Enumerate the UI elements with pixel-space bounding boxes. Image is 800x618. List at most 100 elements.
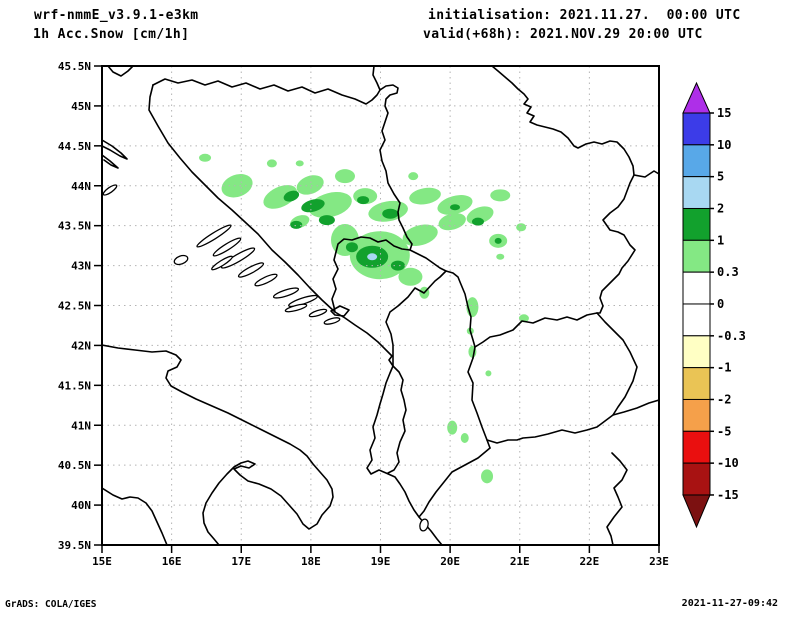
y-tick-label: 39.5N — [58, 539, 91, 552]
colorbar-segment — [682, 367, 711, 400]
colorbar-segment — [682, 462, 711, 496]
snow-patch — [334, 169, 355, 184]
snow-patch — [221, 174, 253, 198]
snow-patch — [382, 208, 399, 219]
model-title: wrf-nmmE_v3.9.1-e3km — [34, 8, 199, 23]
snow-patch — [494, 237, 502, 244]
border-sava-north — [152, 66, 381, 105]
coastline-kvarner — [107, 66, 134, 77]
border-montenegro-kosovo — [385, 270, 447, 367]
snow-patch — [449, 204, 460, 211]
border-macedonia-greece — [486, 399, 659, 444]
island-pag — [102, 139, 128, 160]
x-tick-label: 19E — [371, 555, 391, 568]
border-albania-macedonia — [467, 357, 491, 449]
colorbar-segment — [682, 430, 711, 464]
colorbar-label: 10 — [717, 138, 731, 152]
border-bosnia-south — [331, 236, 411, 313]
snow-patch — [290, 220, 303, 229]
snow-patch — [402, 224, 438, 246]
colorbar-label: 1 — [717, 233, 724, 247]
y-tick-label: 43N — [71, 260, 91, 273]
snow-patch — [367, 253, 378, 261]
grads-credit: GrADS: COLA/IGES — [5, 599, 97, 610]
peninsula-peljesac — [330, 305, 350, 317]
valid-time-label: valid(+68h): 2021.NOV.29 20:00 UTC — [423, 27, 703, 42]
y-tick-label: 41N — [71, 419, 91, 432]
coastline-aegean — [606, 452, 628, 545]
y-tick-label: 40.5N — [58, 459, 91, 472]
creation-timestamp: 2021-11-27-09:42 — [681, 598, 778, 609]
snow-patch — [263, 185, 298, 209]
border-drina-kosovo — [379, 84, 476, 359]
colorbar-label: 2 — [717, 201, 724, 215]
colorbar-label: 15 — [717, 106, 731, 120]
y-tick-label: 44.5N — [58, 140, 91, 153]
border-macedonia-bulgaria — [596, 312, 638, 416]
y-tick-label: 45.5N — [58, 60, 91, 73]
snow-patch — [357, 196, 370, 205]
variable-title: 1h Acc.Snow [cm/1h] — [33, 27, 190, 42]
axis-ticks-and-labels: 45.5N 45N 44.5N 44N 43.5N 43N 42.5N 42N 41.5N 41N… — [58, 60, 669, 568]
colorbar-arrow-bottom — [682, 494, 711, 529]
snow-patch — [345, 242, 358, 253]
colorbar-segment — [682, 303, 711, 337]
colorbar-segment — [682, 144, 711, 178]
colorbar-segment — [682, 239, 711, 273]
snow-patch — [301, 199, 325, 213]
colorbar-label: -15 — [717, 488, 739, 502]
island-pag-2 — [102, 154, 119, 169]
x-tick-label: 22E — [579, 555, 599, 568]
snow-patch — [438, 213, 466, 231]
colorbar-label: -10 — [717, 456, 739, 470]
x-tick-label: 17E — [231, 555, 251, 568]
x-tick-label: 18E — [301, 555, 321, 568]
snow-patch — [485, 370, 492, 377]
coastline-italy — [102, 344, 334, 545]
colorbar-segment — [682, 271, 711, 305]
x-tick-label: 21E — [510, 555, 530, 568]
x-tick-label: 16E — [162, 555, 182, 568]
snow-patch — [460, 433, 469, 444]
colorbar-segment — [682, 207, 711, 241]
coastline-adriatic — [148, 84, 443, 545]
snow-patch — [266, 159, 277, 168]
snow-patch — [283, 190, 300, 202]
colorbar-label: 5 — [717, 170, 724, 184]
snow-patch — [308, 191, 352, 218]
colorbar-segment — [682, 176, 711, 209]
island-corfu — [419, 518, 429, 532]
snow-patch — [471, 217, 484, 226]
y-tick-label: 44N — [71, 180, 91, 193]
snow-patches — [199, 153, 529, 484]
colorbar-segment — [682, 335, 711, 369]
colorbar-label: 0.3 — [717, 265, 739, 279]
x-tick-label: 15E — [92, 555, 112, 568]
snow-patch — [490, 189, 511, 202]
snow-patch — [496, 253, 505, 260]
colorbar-segment — [682, 112, 711, 146]
snow-patch — [390, 260, 405, 271]
snow-patch — [318, 215, 335, 226]
snow-patch — [296, 175, 324, 195]
colorbar-segment — [682, 398, 711, 432]
border-montenegro-albania — [387, 365, 407, 474]
border-serbia-bulgaria — [596, 174, 636, 314]
colorbar-label: -1 — [717, 361, 731, 375]
y-tick-label: 42.5N — [58, 300, 91, 313]
snow-patch — [516, 223, 527, 232]
y-tick-label: 41.5N — [58, 379, 91, 392]
border-serbia-romania — [491, 66, 659, 178]
snow-patch — [409, 187, 441, 205]
country-borders — [102, 66, 659, 545]
y-tick-label: 45N — [71, 100, 91, 113]
y-tick-label: 43.5N — [58, 220, 91, 233]
snow-patch — [518, 314, 529, 323]
init-time-label: initialisation: 2021.11.27. 00:00 UTC — [428, 8, 741, 23]
coastline-calabria — [102, 487, 168, 545]
colorbar-arrow-top — [682, 81, 711, 114]
x-tick-label: 23E — [649, 555, 669, 568]
colorbar-label: 0 — [717, 297, 724, 311]
